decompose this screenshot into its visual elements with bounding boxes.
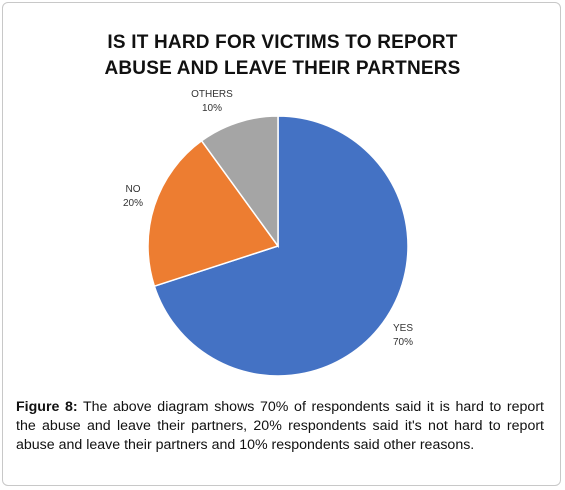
pie-slice-no — [147, 139, 280, 288]
pie-slice-others — [200, 115, 279, 249]
slice-percent-no: 20% — [123, 198, 143, 209]
figure-caption: Figure 8: The above diagram shows 70% of… — [16, 398, 544, 455]
slice-percent-yes: 70% — [393, 337, 413, 348]
slice-label-others: OTHERS — [191, 89, 233, 100]
chart-title-line-2: ABUSE AND LEAVE THEIR PARTNERS — [104, 58, 461, 79]
caption-text: The above diagram shows 70% of responden… — [16, 399, 544, 453]
pie-slice-yes — [153, 115, 409, 377]
slice-label-yes: YES — [393, 323, 413, 334]
chart-title-line-1: IS IT HARD FOR VICTIMS TO REPORT — [107, 32, 458, 53]
pie-chart: YES 70% NO 20% OTHERS 10% — [123, 89, 413, 377]
pie-slices — [147, 115, 409, 377]
caption-label: Figure 8: — [16, 399, 78, 415]
pie-labels: YES 70% NO 20% OTHERS 10% — [123, 89, 413, 348]
slice-label-no: NO — [126, 184, 141, 195]
slice-percent-others: 10% — [202, 103, 222, 114]
